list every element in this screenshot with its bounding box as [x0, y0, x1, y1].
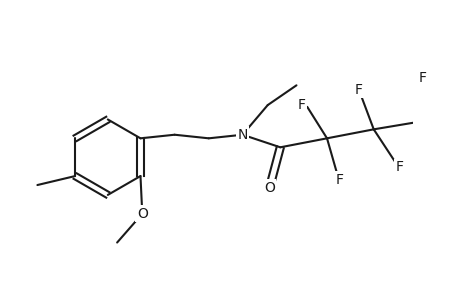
Text: N: N: [237, 128, 247, 142]
Text: F: F: [395, 160, 403, 174]
Text: F: F: [457, 144, 459, 158]
Text: F: F: [297, 98, 305, 112]
Text: F: F: [335, 172, 343, 187]
Text: O: O: [136, 207, 147, 221]
Text: O: O: [263, 181, 274, 195]
Text: F: F: [354, 83, 362, 97]
Text: F: F: [417, 71, 425, 85]
